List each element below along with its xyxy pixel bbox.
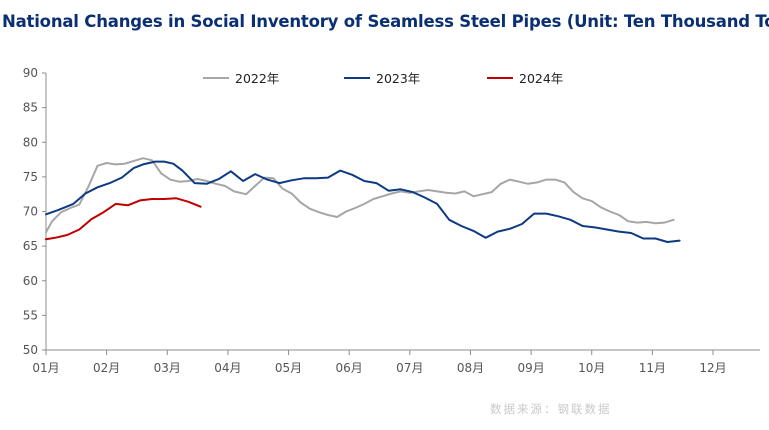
- x-tick-label: 05月: [275, 361, 302, 375]
- y-tick-label: 85: [23, 101, 38, 115]
- legend-label: 2022年: [235, 71, 279, 86]
- x-tick-label: 04月: [214, 361, 241, 375]
- y-tick-label: 65: [23, 239, 38, 253]
- series-line-2024: [45, 197, 202, 241]
- legend-label: 2024年: [519, 71, 563, 86]
- series-line-2022: [45, 157, 675, 234]
- x-tick-label: 02月: [93, 361, 120, 375]
- x-tick-label: 03月: [154, 361, 181, 375]
- x-tick-label: 06月: [336, 361, 363, 375]
- y-tick-label: 80: [23, 135, 38, 149]
- x-tick-label: 11月: [639, 361, 666, 375]
- x-tick-label: 10月: [578, 361, 605, 375]
- y-tick-label: 60: [23, 274, 38, 288]
- x-tick-label: 01月: [32, 361, 59, 375]
- series-line-2023: [45, 160, 681, 243]
- x-tick-label: 07月: [396, 361, 423, 375]
- chart-series: [45, 157, 681, 243]
- x-tick-label: 09月: [517, 361, 544, 375]
- chart-legend: 2022年 2023年 2024年: [203, 71, 563, 86]
- chart-axes: 50 55 60 65 70 75 80 85 90 01月 02月 03月 04月 05月 06月 07月 0…: [23, 66, 760, 375]
- x-tick-label: 12月: [699, 361, 726, 375]
- chart-title: National Changes in Social Inventory of …: [2, 12, 769, 31]
- y-tick-label: 75: [23, 170, 38, 184]
- y-tick-label: 50: [23, 343, 38, 357]
- y-tick-label: 55: [23, 308, 38, 322]
- legend-label: 2023年: [376, 71, 420, 86]
- y-tick-label: 90: [23, 66, 38, 80]
- x-tick-label: 08月: [457, 361, 484, 375]
- data-source-note: 数据来源：钢联数据: [490, 402, 612, 416]
- y-tick-label: 70: [23, 205, 38, 219]
